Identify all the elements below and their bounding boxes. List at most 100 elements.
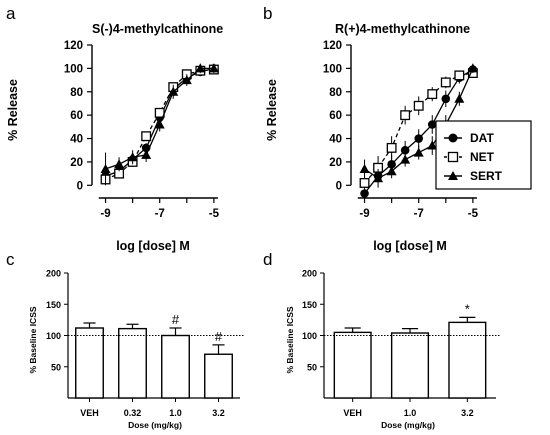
panel-c-y-tick-label: 200 [46,269,61,279]
legend-dat-marker [448,133,458,143]
panel-b-dat-point [427,120,437,129]
panel-b-plot: 0 20 40 60 80 100 120 -9 -7 -5 [323,40,479,220]
panel-b-net-point [413,100,424,111]
panel-b-y-tick-label: 40 [329,134,342,146]
panel-d-bar [390,332,430,399]
panel-a-x-tick-label: -5 [209,208,220,220]
panel-b-y-tick-label: 20 [329,157,342,169]
panel-c-bar [161,334,190,399]
panel-c-x-tick-label: 3.2 [212,408,225,418]
panel-d-x-tick-label: 1.0 [404,408,417,418]
panel-a-sert-point [168,86,179,96]
panel-b-y-tick-label: 120 [323,40,342,52]
panel-b-sert-point [427,140,438,150]
panel-c-x-tick-label: 0.32 [124,408,142,418]
panel-b-y-tick-label: 0 [336,180,342,192]
legend-net-label: NET [470,150,495,164]
panel-a-y-tick-label: 60 [70,110,83,122]
panel-d-x-label: Dose (mg/kg) [381,420,435,430]
panel-a-y-tick-label: 0 [77,180,83,192]
panel-d-bar [448,321,487,399]
panel-d-y-tick-label: 150 [302,300,317,310]
panel-a-net-point [141,131,152,142]
legend-sert-label: SERT [470,169,503,183]
panel-a-plot: 0 20 40 60 80 100 120 -9 -7 -5 [64,40,220,220]
panel-c-significance-mark: # [215,329,223,344]
panel-c-bar [75,327,104,399]
panel-a-sert-point [181,75,192,85]
panel-d-plot: 50 100 150 200 VEH 1.0 3.2 * [302,269,500,418]
panel-a-x-tick-label: -7 [155,208,165,220]
panel-a-title: S(-)4-methylcathinone [92,22,223,36]
panel-a-x-tick-label: -9 [100,208,110,220]
panel-b-net-point [386,142,397,153]
panel-c-bar [204,353,233,399]
panel-a-x-label: log [dose] M [116,239,190,253]
panel-c-x-tick-label: VEH [80,408,99,418]
panel-b-net-point [359,178,370,188]
panel-d-y-label: % Baseline ICSS [285,306,295,373]
panel-d-x-tick-label: VEH [343,408,362,418]
panel-d-y-tick-label: 200 [302,269,317,279]
panel-b-x-tick-label: -9 [359,208,369,220]
panel-c-y-label: % Baseline ICSS [28,306,38,373]
panel-b-net-point [440,77,451,88]
panel-b-dat-point [400,145,410,155]
panel-b-sert-point [400,154,411,164]
panel-b-y-tick-label: 80 [329,87,342,99]
panel-b-sert-point [467,63,478,73]
panel-c-bar [118,327,147,399]
panel-a-letter: a [6,4,16,23]
panel-a-y-tick-label: 40 [70,134,83,146]
panel-c-letter: c [6,250,15,269]
legend-net-marker [447,151,459,163]
panel-a-y-tick-label: 80 [70,87,83,99]
panel-b-sert-point [413,147,424,157]
panel-d-significance-mark: * [465,301,470,316]
panel-b-dat-point [414,134,424,143]
panel-b-y-tick-label: 60 [329,110,342,122]
panel-b-title: R(+)4-methylcathinone [335,22,470,36]
panel-a-sert-point [127,152,138,162]
panel-b-sert-point [359,163,370,173]
panel-d-y-tick-label: 100 [302,331,317,341]
panel-a-y-tick-label: 120 [64,40,83,52]
panel-b-y-tick-label: 100 [323,63,342,75]
panel-a-y-tick-label: 20 [70,157,83,169]
panel-c-y-tick-label: 50 [51,362,61,372]
legend-sert-marker [448,171,458,180]
panel-b-y-label: % Release [265,79,279,141]
panel-d-x-tick-label: 3.2 [461,408,474,418]
panel-a-sert-point [100,163,111,173]
panel-b-legend: DAT NET SERT [435,120,532,190]
panel-a-y-tick-label: 100 [64,63,83,75]
panel-a-sert-point [114,159,125,169]
panel-c-y-tick-label: 100 [46,331,61,341]
panel-b-net-point [427,89,438,100]
panel-b-letter: b [263,4,272,23]
legend-dat-label: DAT [470,131,494,145]
panel-d-letter: d [263,250,272,269]
panel-c-y-tick-label: 150 [46,300,61,310]
panel-a-sert-point [208,63,219,73]
panel-b-sert-point [386,166,397,176]
panel-b-net-point [454,70,465,81]
panel-d-bar [333,331,372,399]
panel-b-net-point [400,110,411,121]
panel-c-significance-mark: # [172,312,180,327]
panel-b-x-label: log [dose] M [373,239,447,253]
panel-a-sert-point [154,119,165,129]
panel-b-sert-point [454,93,465,103]
panel-b-sert-point [373,173,384,183]
panel-b: b R(+)4-methylcathinone % Release log [d… [263,4,532,253]
panel-d: d % Baseline ICSS Dose (mg/kg) 50 100 150 2… [263,250,500,430]
panel-c: c % Baseline ICSS Dose (mg/kg) 50 100 150 2… [6,250,244,430]
panel-a: a S(-)4-methylcathinone % Release log [d… [6,4,223,253]
panel-b-dat-point [360,189,369,198]
panel-d-y-tick-label: 50 [307,362,317,372]
panel-a-y-label: % Release [6,79,20,141]
panel-a-sert-point [141,149,152,159]
panel-c-plot: 50 100 150 200 VEH 0.32 1.0 #3.2 # [46,269,244,418]
panel-b-x-tick-label: -5 [468,208,479,220]
